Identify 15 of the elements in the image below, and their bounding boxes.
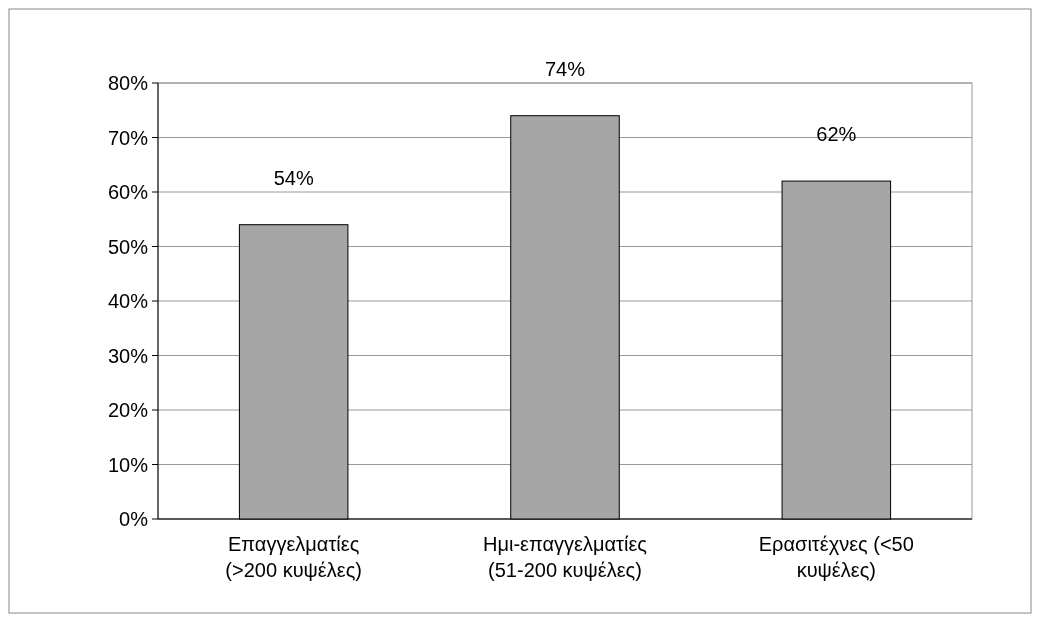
y-tick-label: 60% [107,181,149,203]
x-tick-label: Ερασιτέχνες (<50 κυψέλες) [758,533,914,581]
data-label: 74% [544,57,586,80]
x-tick-label: Ημι-επαγγελματίες (51-200 κυψέλες) [483,533,648,581]
y-tick-label: 70% [107,126,149,149]
data-label: 54% [273,166,314,189]
y-tick-label: 0% [119,508,149,530]
data-label: 62% [816,123,857,146]
y-tick-label: 10% [107,453,149,476]
y-tick-label: 80% [107,72,149,94]
y-tick-label: 20% [107,399,149,421]
y-tick-label: 50% [107,235,149,258]
y-tick-label: 40% [107,290,149,312]
y-tick-label: 30% [107,344,149,367]
x-tick-label: Επαγγελματίες (>200 κυψέλες) [225,533,362,581]
